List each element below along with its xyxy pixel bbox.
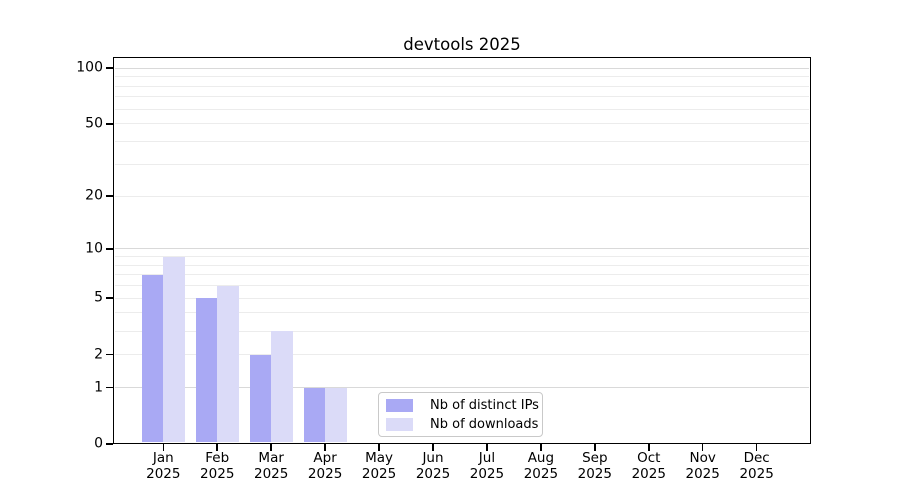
y-tick-label: 20: [85, 187, 103, 204]
gridline-minor: [115, 354, 809, 356]
y-tick-mark: [106, 353, 113, 356]
x-tick-mark: [270, 444, 272, 451]
gridline-major: [115, 248, 809, 250]
gridline-major: [115, 67, 809, 69]
x-tick-label: Mar 2025: [253, 450, 289, 482]
y-tick-label: 5: [94, 289, 103, 306]
x-tick-mark: [486, 444, 488, 451]
y-tick-mark: [106, 67, 113, 70]
y-tick-mark: [106, 297, 113, 299]
x-tick-label: Feb 2025: [200, 450, 235, 482]
chart-title: devtools 2025: [403, 35, 521, 54]
bar-distinct-ips: [249, 354, 272, 443]
legend-row-distinct-ips: Nb of distinct IPs: [386, 398, 542, 413]
y-tick-mark: [106, 247, 113, 250]
x-tick-label: Jul 2025: [469, 450, 505, 482]
gridline-minor: [115, 108, 809, 110]
legend-label-downloads: Nb of downloads: [430, 416, 539, 432]
bar-distinct-ips: [303, 387, 326, 443]
x-tick-mark: [162, 444, 165, 451]
gridline-minor: [115, 76, 809, 78]
x-tick-mark: [216, 444, 219, 451]
x-tick-mark: [540, 444, 542, 451]
y-tick-label: 2: [94, 346, 103, 363]
x-tick-mark: [647, 444, 650, 451]
x-tick-mark: [378, 444, 380, 451]
y-tick-label: 50: [85, 115, 103, 132]
gridline-minor: [115, 312, 809, 314]
x-tick-label: Oct 2025: [631, 450, 666, 482]
gridline-minor: [115, 330, 809, 332]
legend-label-distinct-ips: Nb of distinct IPs: [430, 397, 539, 413]
x-tick-label: Sep 2025: [577, 450, 612, 482]
x-tick-label: May 2025: [361, 450, 397, 482]
gridline-minor: [115, 264, 809, 266]
y-tick-mark: [106, 386, 113, 389]
gridline-minor: [115, 256, 809, 258]
y-tick-label: 100: [76, 59, 103, 76]
bar-downloads: [217, 285, 239, 443]
legend-row-downloads: Nb of downloads: [386, 417, 542, 432]
bar-downloads: [325, 387, 347, 443]
x-tick-label: Dec 2025: [739, 450, 774, 482]
x-tick-label: Nov 2025: [685, 450, 720, 482]
gridline-minor: [115, 195, 809, 197]
x-tick-label: Apr 2025: [307, 450, 343, 482]
y-tick-label: 1: [94, 379, 103, 396]
gridline-minor: [115, 274, 809, 276]
legend-swatch-downloads: [386, 417, 413, 431]
y-tick-mark: [106, 123, 113, 125]
bar-distinct-ips: [141, 274, 164, 443]
x-tick-label: Jan 2025: [146, 450, 181, 482]
gridline-minor: [115, 297, 809, 299]
x-tick-mark: [432, 444, 434, 451]
legend: Nb of distinct IPs Nb of downloads: [378, 392, 543, 437]
bar-distinct-ips: [195, 298, 218, 443]
x-tick-label: Aug 2025: [523, 450, 559, 482]
gridline-major: [115, 387, 809, 389]
x-tick-mark: [594, 444, 596, 451]
gridline-minor: [115, 123, 809, 125]
y-tick-mark: [106, 443, 113, 445]
gridline-minor: [115, 96, 809, 98]
x-tick-mark: [324, 444, 326, 451]
y-tick-label: 0: [94, 435, 103, 452]
y-tick-mark: [106, 195, 113, 197]
y-tick-label: 10: [85, 240, 103, 257]
legend-swatch-distinct-ips: [386, 398, 413, 412]
gridline-minor: [115, 141, 809, 143]
x-tick-label: Jun 2025: [415, 450, 451, 482]
gridline-minor: [115, 285, 809, 287]
gridline-minor: [115, 163, 809, 165]
x-tick-mark: [701, 444, 704, 451]
bar-downloads: [163, 256, 185, 443]
x-tick-mark: [755, 444, 758, 451]
gridline-minor: [115, 85, 809, 87]
bar-downloads: [271, 331, 293, 443]
